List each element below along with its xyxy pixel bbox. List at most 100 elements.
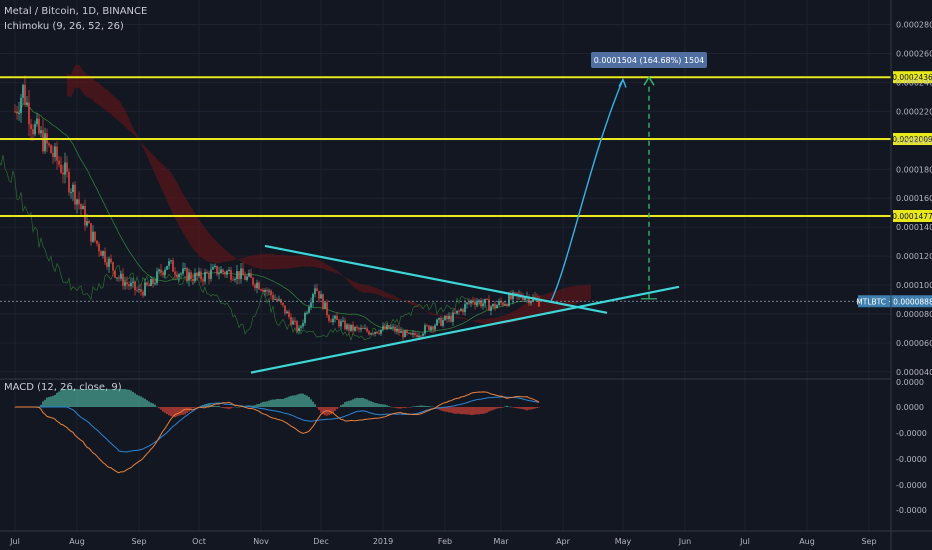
candle-body[interactable] [164,269,166,275]
candle-body[interactable] [192,278,194,282]
candle-body[interactable] [304,313,306,324]
candle-body[interactable] [214,265,216,268]
candle-body[interactable] [454,312,456,314]
candle-body[interactable] [414,333,416,336]
candle-body[interactable] [156,271,158,284]
candle-body[interactable] [316,288,318,291]
candle-body[interactable] [452,312,454,322]
candle-body[interactable] [448,315,450,320]
candle-body[interactable] [86,221,88,226]
candle-body[interactable] [132,281,134,283]
candle-body[interactable] [38,118,40,134]
candle-body[interactable] [246,276,248,280]
candle-body[interactable] [96,240,98,244]
candle-body[interactable] [102,251,104,256]
candle-body[interactable] [44,133,46,152]
candle-body[interactable] [154,283,156,285]
candle-body[interactable] [64,162,66,175]
candle-body[interactable] [158,269,160,272]
candle-body[interactable] [222,269,224,272]
candle-body[interactable] [408,332,410,334]
candle-body[interactable] [346,324,348,330]
candle-body[interactable] [200,271,202,280]
candle-body[interactable] [486,298,488,300]
candle-body[interactable] [348,324,350,331]
candle-body[interactable] [190,272,192,279]
candle-body[interactable] [392,326,394,328]
macd-line[interactable] [15,396,540,453]
candle-body[interactable] [296,321,298,331]
candle-body[interactable] [500,301,502,303]
candle-body[interactable] [282,302,284,306]
candle-body[interactable] [248,273,250,277]
candle-body[interactable] [264,290,266,292]
candle-body[interactable] [492,303,494,307]
candle-body[interactable] [410,332,412,335]
candle-body[interactable] [162,272,164,275]
candle-body[interactable] [428,325,430,331]
candle-body[interactable] [432,326,434,330]
candle-body[interactable] [288,311,290,317]
triangle-trendlines[interactable] [250,244,680,374]
candle-body[interactable] [76,199,78,205]
candle-body[interactable] [212,267,214,270]
candle-body[interactable] [450,315,452,322]
candle-body[interactable] [382,326,384,330]
candle-body[interactable] [74,184,76,205]
candle-body[interactable] [216,265,218,275]
candle-body[interactable] [354,326,356,331]
candle-body[interactable] [470,300,472,303]
candle-body[interactable] [120,273,122,279]
candle-body[interactable] [72,184,74,193]
candle-body[interactable] [350,324,352,331]
candle-body[interactable] [116,277,118,279]
candle-body[interactable] [426,325,428,327]
candle-body[interactable] [308,307,310,313]
candle-body[interactable] [320,294,322,299]
candle-body[interactable] [478,300,480,303]
candle-body[interactable] [370,333,372,335]
candle-body[interactable] [56,146,58,161]
candle-body[interactable] [468,302,470,304]
candle-body[interactable] [420,335,422,337]
candle-body[interactable] [218,273,220,275]
candle-body[interactable] [244,275,246,280]
candle-body[interactable] [376,332,378,334]
candle-body[interactable] [298,327,300,331]
candlestick-series[interactable] [14,75,540,341]
candle-body[interactable] [522,297,524,301]
candle-body[interactable] [250,273,252,278]
candle-body[interactable] [534,296,536,298]
candle-body[interactable] [360,327,362,330]
candle-body[interactable] [272,295,274,300]
candle-body[interactable] [306,312,308,314]
candle-body[interactable] [178,274,180,278]
candle-body[interactable] [314,288,316,294]
candle-body[interactable] [62,172,64,175]
candle-body[interactable] [108,258,110,267]
candle-body[interactable] [462,309,464,313]
candle-body[interactable] [126,282,128,285]
candle-body[interactable] [388,325,390,329]
candle-body[interactable] [226,271,228,275]
candle-body[interactable] [262,289,264,292]
candle-body[interactable] [270,290,272,296]
candle-body[interactable] [380,329,382,334]
candle-body[interactable] [276,299,278,301]
candle-body[interactable] [124,282,126,286]
candle-body[interactable] [82,206,84,210]
candle-body[interactable] [92,231,94,242]
candle-body[interactable] [328,315,330,321]
candle-body[interactable] [302,323,304,327]
candle-body[interactable] [524,297,526,301]
candle-body[interactable] [232,279,234,281]
candle-body[interactable] [26,102,28,105]
candle-body[interactable] [252,277,254,285]
candle-body[interactable] [366,328,368,332]
candle-body[interactable] [174,271,176,275]
candle-body[interactable] [490,306,492,311]
candle-body[interactable] [258,282,260,290]
triangle-lower-trendline[interactable] [250,285,680,374]
candle-body[interactable] [412,333,414,335]
